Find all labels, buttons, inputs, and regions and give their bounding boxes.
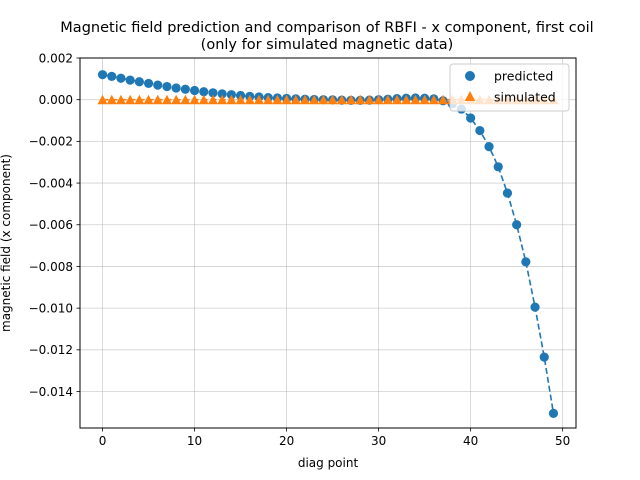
simulated-point: [410, 94, 421, 105]
predicted-point: [208, 88, 218, 98]
simulated-point: [373, 94, 384, 105]
simulated-point: [161, 94, 172, 105]
y-tick-label: −0.002: [29, 135, 73, 149]
simulated-point: [318, 94, 329, 105]
y-tick-label: −0.004: [29, 176, 73, 190]
plot-area-frame: [79, 57, 577, 429]
simulated-point: [290, 94, 301, 105]
predicted-point: [539, 352, 549, 362]
y-tick-label: −0.006: [29, 218, 73, 232]
x-tick-label: 30: [371, 434, 386, 448]
simulated-point: [428, 94, 439, 105]
predicted-point: [162, 81, 172, 92]
simulated-point: [392, 94, 403, 105]
y-tick-label: −0.008: [29, 260, 73, 274]
y-tick-label: −0.014: [29, 385, 73, 399]
predicted-point: [502, 188, 513, 198]
legend-predicted-label: predicted: [494, 69, 553, 84]
simulated-point: [253, 94, 264, 105]
legend-predicted-marker: [465, 71, 475, 81]
simulated-point: [272, 94, 283, 105]
simulated-point: [382, 94, 393, 105]
simulated-point: [401, 94, 412, 105]
simulated-point: [327, 94, 338, 105]
simulated-point: [364, 94, 375, 105]
x-tick-label: 20: [279, 434, 294, 448]
legend-simulated-marker: [464, 91, 476, 101]
simulated-point: [244, 94, 255, 105]
simulated-point: [309, 94, 320, 105]
predicted-point: [217, 89, 227, 99]
simulated-point: [152, 94, 163, 105]
simulated-point: [281, 94, 292, 105]
predicted-point: [189, 85, 200, 96]
simulated-point: [336, 94, 347, 105]
predicted-point: [512, 220, 522, 230]
y-tick-label: −0.010: [29, 301, 73, 315]
simulated-point: [235, 94, 246, 105]
y-tick-label: −0.012: [29, 343, 73, 357]
y-axis-label: magnetic field (x component): [0, 154, 13, 332]
simulated-point: [180, 94, 191, 105]
predicted-point: [475, 125, 485, 136]
predicted-point: [125, 75, 135, 85]
predicted-point: [153, 80, 163, 90]
chart-subtitle: (only for simulated magnetic data): [201, 37, 454, 53]
simulated-point: [189, 94, 200, 105]
predicted-point: [180, 84, 190, 94]
simulated-point: [263, 94, 274, 105]
simulated-point: [134, 94, 145, 105]
chart-title: Magnetic field prediction and comparison…: [60, 20, 593, 36]
predicted-point: [521, 257, 531, 267]
legend-simulated-label: simulated: [494, 90, 556, 105]
simulated-point: [198, 94, 209, 105]
x-tick-label: 50: [555, 434, 570, 448]
legend: predicted simulated: [449, 63, 570, 112]
simulated-point: [419, 94, 430, 105]
x-axis-ticks: 0 10 20 30 40 50: [99, 428, 570, 448]
legend-box: [449, 63, 570, 112]
y-axis-ticks: −0.014 −0.012 −0.010 −0.008 −0.006 −0.004 −0.0…: [29, 51, 80, 399]
predicted-point: [143, 78, 154, 89]
simulated-point: [171, 94, 182, 105]
simulated-point: [217, 94, 228, 105]
predicted-point: [484, 141, 494, 152]
simulated-point: [106, 94, 117, 105]
y-tick-label: 0.002: [39, 51, 73, 65]
simulated-point: [125, 94, 136, 105]
simulated-point: [207, 94, 218, 105]
simulated-point: [226, 94, 237, 105]
predicted-point: [226, 90, 236, 100]
predicted-point: [530, 302, 540, 312]
simulated-point: [115, 94, 126, 105]
predicted-point: [134, 77, 144, 87]
simulated-point: [346, 94, 357, 105]
x-tick-label: 0: [99, 434, 107, 448]
predicted-point: [466, 113, 476, 123]
predicted-point: [116, 73, 126, 83]
predicted-point: [548, 408, 559, 419]
simulated-point: [143, 94, 154, 105]
predicted-point: [199, 87, 209, 97]
x-axis-label: diag point: [298, 456, 359, 470]
simulated-point: [438, 94, 449, 105]
x-tick-label: 10: [187, 434, 202, 448]
predicted-point: [107, 71, 117, 81]
predicted-point: [97, 70, 108, 80]
predicted-point: [171, 83, 181, 93]
x-tick-label: 40: [463, 434, 478, 448]
y-tick-label: 0.000: [39, 93, 73, 107]
predicted-point: [493, 162, 503, 172]
simulated-point: [299, 94, 310, 105]
simulated-point: [355, 94, 366, 105]
simulated-point: [97, 94, 108, 105]
